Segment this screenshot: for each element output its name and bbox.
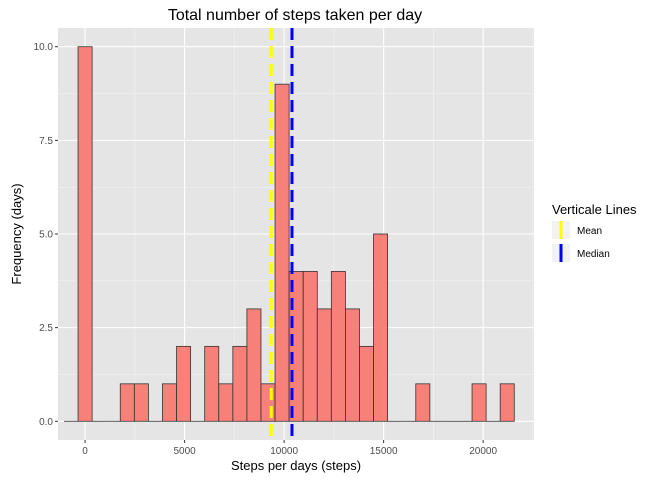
y-axis: 0.0 2.5 5.0 7.5 10.0 — [34, 42, 58, 428]
histogram-bar — [471, 383, 487, 422]
legend: Verticale Lines Mean Median — [552, 202, 637, 262]
histogram-bar — [499, 383, 515, 422]
x-axis-label: Steps per days (steps) — [231, 458, 361, 473]
histogram-bar — [176, 345, 192, 422]
histogram-bar — [218, 383, 234, 422]
histogram-bar — [133, 383, 149, 422]
histogram-bar — [162, 383, 177, 422]
reference-lines — [269, 28, 294, 440]
legend-label-median: Median — [577, 249, 610, 260]
x-tick-label: 20000 — [469, 446, 497, 457]
x-tick-label: 10000 — [270, 446, 298, 457]
x-tick-label: 15000 — [370, 446, 398, 457]
y-tick-label: 7.5 — [39, 136, 53, 147]
histogram-bar — [204, 345, 220, 422]
histogram-bars — [63, 46, 515, 422]
histogram-bar — [232, 345, 248, 422]
legend-label-mean: Mean — [577, 226, 602, 237]
histogram-bar — [415, 383, 431, 422]
histogram-bar — [373, 233, 389, 422]
y-tick-label: 2.5 — [39, 323, 53, 334]
histogram-bar — [77, 46, 93, 422]
chart-title: Total number of steps taken per day — [168, 7, 422, 24]
histogram-bar — [316, 308, 332, 422]
x-tick-label: 0 — [82, 446, 88, 457]
histogram-bar — [246, 308, 262, 422]
y-axis-label: Frequency (days) — [9, 183, 24, 284]
histogram-bar — [274, 83, 290, 422]
histogram-bar — [119, 383, 135, 422]
histogram-bar — [330, 271, 346, 422]
legend-title: Verticale Lines — [552, 202, 637, 217]
histogram-bar — [345, 308, 360, 422]
x-axis: 0 5000 10000 15000 20000 — [82, 440, 497, 457]
x-tick-label: 5000 — [173, 446, 196, 457]
histogram-bar — [260, 383, 276, 422]
histogram-bar — [302, 271, 318, 422]
y-tick-label: 0.0 — [39, 417, 53, 428]
y-tick-label: 5.0 — [39, 230, 53, 241]
y-tick-label: 10.0 — [34, 42, 54, 53]
histogram-bar — [359, 345, 374, 422]
